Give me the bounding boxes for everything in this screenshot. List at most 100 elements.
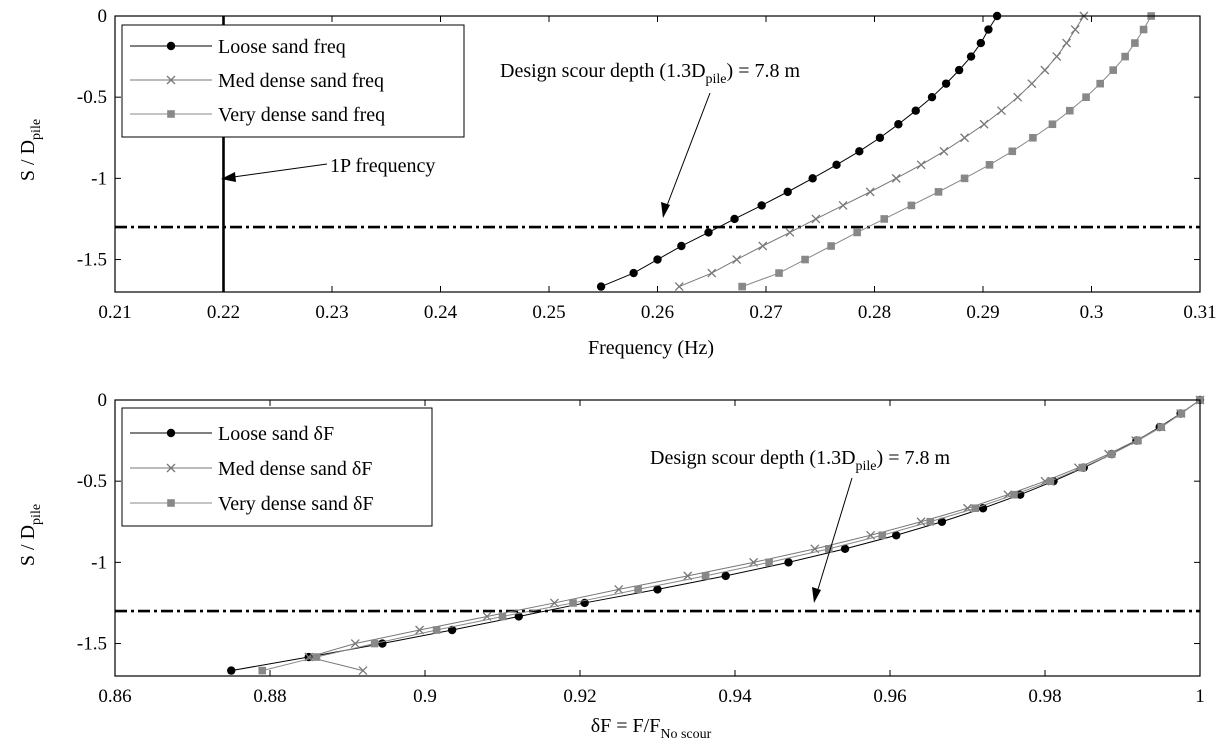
data-point — [499, 613, 507, 621]
data-point — [704, 228, 712, 236]
data-point — [569, 599, 577, 607]
data-point — [832, 161, 840, 169]
legend-label: Med dense sand freq — [218, 70, 384, 92]
data-point — [738, 283, 746, 291]
x-tick-label: 0.9 — [413, 686, 437, 707]
x-tick-label: 0.24 — [424, 302, 458, 323]
data-point — [1131, 39, 1139, 47]
data-point — [1109, 66, 1117, 74]
data-point — [1140, 26, 1148, 34]
data-point — [757, 201, 765, 209]
data-point — [827, 242, 835, 250]
data-point — [880, 215, 888, 223]
x-tick-label: 0.31 — [1183, 302, 1216, 323]
data-point — [808, 174, 816, 182]
data-point — [629, 269, 637, 277]
data-point — [1082, 93, 1090, 101]
data-point — [967, 52, 975, 60]
legend: Loose sand freq Med dense sand freq Very d… — [122, 25, 464, 137]
y-tick-label: -0.5 — [77, 87, 107, 108]
x-tick-label: 0.94 — [718, 686, 752, 707]
data-point — [908, 202, 916, 210]
data-point — [730, 215, 738, 223]
y-tick-label: 0 — [98, 6, 108, 27]
data-point — [313, 653, 321, 661]
x-axis-label: δF = F/FNo scour — [591, 715, 712, 742]
data-point — [1157, 423, 1165, 431]
y-tick-label: -1 — [91, 552, 107, 573]
data-point — [878, 531, 886, 539]
x-tick-label: 0.25 — [532, 302, 565, 323]
data-point — [961, 175, 969, 183]
data-point — [1134, 437, 1142, 445]
data-point — [722, 572, 730, 580]
legend-swatch-marker — [167, 42, 175, 50]
data-point — [977, 39, 985, 47]
data-point — [227, 666, 235, 674]
x-tick-label: 0.26 — [641, 302, 674, 323]
data-point — [1029, 134, 1037, 142]
x-tick-label: 0.27 — [749, 302, 782, 323]
legend: Loose sand δF Med dense sand δF Very dense… — [122, 408, 432, 526]
y-axis-label: S / Dpile — [17, 119, 44, 181]
data-point — [1108, 450, 1116, 458]
data-point — [1096, 80, 1104, 88]
x-tick-label: 0.29 — [966, 302, 999, 323]
data-point — [775, 269, 783, 277]
data-point — [1178, 410, 1186, 418]
x-tick-label: 1 — [1195, 686, 1205, 707]
x-tick-label: 0.22 — [207, 302, 240, 323]
data-point — [801, 256, 809, 264]
x-tick-label: 0.28 — [858, 302, 891, 323]
data-point — [855, 147, 863, 155]
data-point — [634, 586, 642, 594]
x-tick-label: 0.98 — [1028, 686, 1061, 707]
legend-label: Med dense sand δF — [218, 458, 372, 480]
x-tick-label: 0.3 — [1080, 302, 1104, 323]
data-point — [935, 188, 943, 196]
x-tick-label: 0.88 — [253, 686, 286, 707]
x-tick-label: 0.23 — [315, 302, 348, 323]
data-point — [1010, 491, 1018, 499]
data-point — [942, 79, 950, 87]
data-point — [1049, 120, 1057, 128]
delta-f-chart: 0.86 0.88 0.9 0.92 0.94 0.96 0.98 10-0.5-1-1.5 … — [17, 390, 1205, 742]
x-axis-label: Frequency (Hz) — [588, 337, 714, 359]
y-tick-label: -1.5 — [77, 634, 107, 655]
x-tick-label: 0.86 — [98, 686, 131, 707]
data-point — [912, 107, 920, 115]
data-point — [984, 25, 992, 33]
data-point — [784, 558, 792, 566]
data-point — [971, 504, 979, 512]
data-point — [378, 639, 386, 647]
y-tick-label: -1 — [91, 168, 107, 189]
legend-swatch-marker — [167, 429, 175, 437]
data-point — [784, 188, 792, 196]
legend-label: Very dense sand freq — [218, 104, 385, 126]
data-point — [677, 242, 685, 250]
data-point — [765, 559, 773, 567]
data-point — [258, 667, 266, 675]
data-point — [1066, 107, 1074, 115]
legend-swatch-marker — [167, 110, 175, 118]
data-point — [702, 572, 710, 580]
x-tick-label: 0.92 — [563, 686, 596, 707]
data-point — [1008, 147, 1016, 155]
data-point — [1078, 464, 1086, 472]
legend-label: Loose sand δF — [218, 423, 334, 445]
legend-swatch-marker — [167, 499, 175, 507]
frequency-chart: 0.21 0.22 0.23 0.24 0.25 0.26 0.27 0.28 0.29 0.3 0… — [17, 6, 1217, 359]
legend-label: Loose sand freq — [218, 36, 346, 58]
x-tick-label: 0.96 — [873, 686, 906, 707]
data-point — [433, 626, 441, 634]
data-point — [876, 134, 884, 142]
data-point — [986, 161, 994, 169]
data-point — [653, 255, 661, 263]
y-tick-label: 0 — [98, 390, 108, 411]
data-point — [371, 640, 379, 648]
data-point — [927, 518, 935, 526]
legend-label: Very dense sand δF — [218, 493, 374, 515]
data-point — [928, 93, 936, 101]
data-point — [894, 120, 902, 128]
